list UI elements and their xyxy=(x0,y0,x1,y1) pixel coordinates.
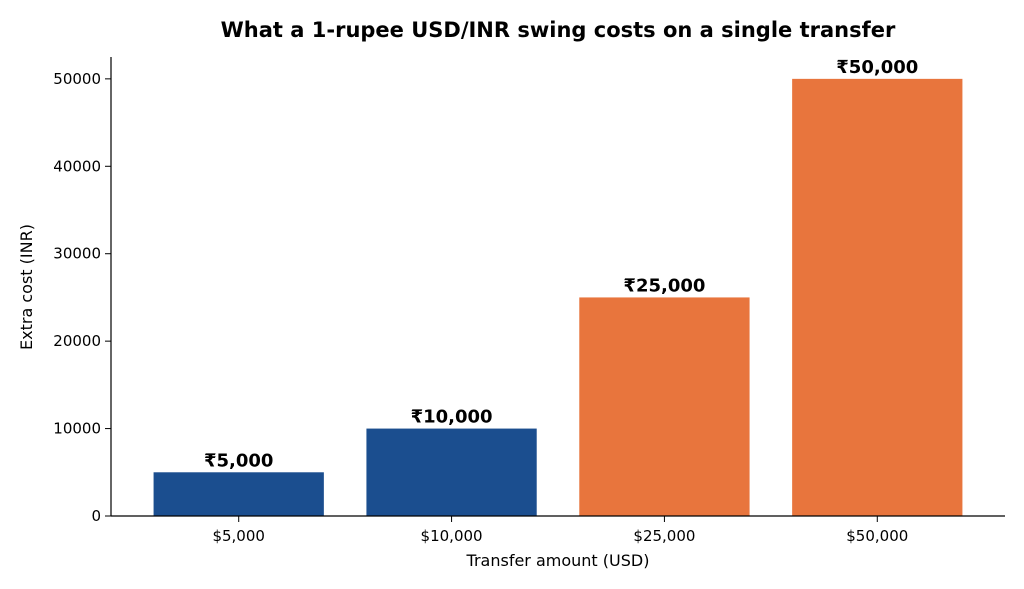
y-axis-label: Extra cost (INR) xyxy=(17,224,36,350)
bar xyxy=(366,428,537,516)
bars xyxy=(153,78,963,516)
y-axis-ticks: 0 10000 20000 30000 40000 50000 xyxy=(53,70,111,525)
bar-data-labels: ₹5,000 ₹10,000 ₹25,000 ₹50,000 xyxy=(204,57,918,471)
y-tick-label: 30000 xyxy=(53,245,101,263)
y-tick-label: 0 xyxy=(91,507,101,525)
x-tick-label: $5,000 xyxy=(212,527,265,545)
x-tick-label: $10,000 xyxy=(421,527,483,545)
x-axis-ticks: $5,000 $10,000 $25,000 $50,000 xyxy=(212,516,908,545)
y-tick-label: 20000 xyxy=(53,332,101,350)
bar-data-label: ₹5,000 xyxy=(204,450,273,471)
bar xyxy=(579,297,750,516)
bar-data-label: ₹25,000 xyxy=(623,275,705,296)
x-tick-label: $50,000 xyxy=(846,527,908,545)
chart-title: What a 1-rupee USD/INR swing costs on a … xyxy=(221,18,896,42)
y-tick-label: 10000 xyxy=(53,420,101,438)
bar-data-label: ₹50,000 xyxy=(836,57,918,78)
x-tick-label: $25,000 xyxy=(633,527,695,545)
bar-data-label: ₹10,000 xyxy=(411,407,493,428)
y-tick-label: 50000 xyxy=(53,70,101,88)
bar xyxy=(792,78,963,516)
bar xyxy=(153,472,324,516)
y-tick-label: 40000 xyxy=(53,157,101,175)
x-axis-label: Transfer amount (USD) xyxy=(466,551,650,570)
